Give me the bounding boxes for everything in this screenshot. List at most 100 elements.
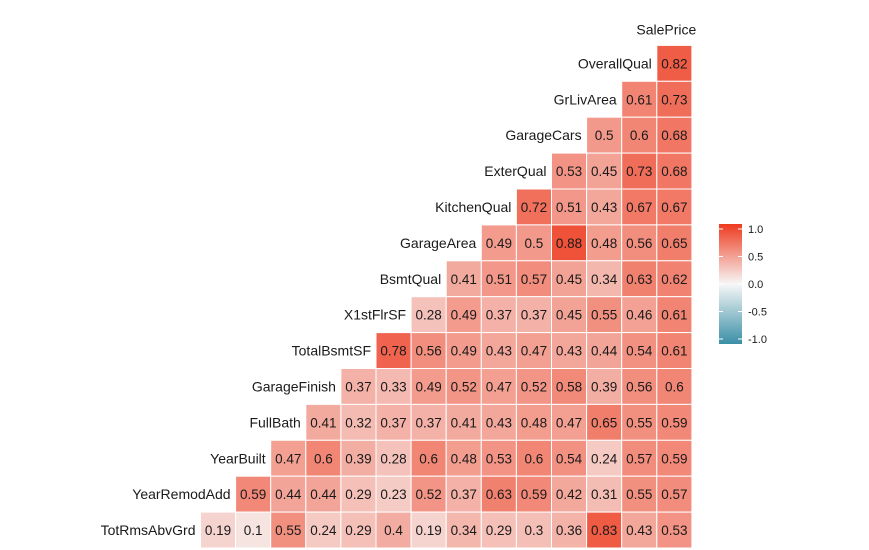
cell-value-label: 0.47 bbox=[486, 379, 512, 394]
cell-value-label: 0.62 bbox=[661, 272, 687, 287]
cell-value-label: 0.44 bbox=[275, 487, 302, 502]
heatmap-cell bbox=[480, 224, 517, 262]
heatmap-cell bbox=[551, 439, 588, 477]
legend-tick-label: 0.5 bbox=[748, 252, 763, 264]
cell-value-label: 0.52 bbox=[521, 379, 547, 394]
cell-value-label: 0.59 bbox=[661, 415, 687, 430]
cell-value-label: 0.48 bbox=[521, 415, 547, 430]
cell-value-label: 0.56 bbox=[416, 344, 442, 359]
cell-value-label: 0.49 bbox=[451, 308, 477, 323]
heatmap-cell bbox=[235, 475, 272, 513]
cell-value-label: 0.34 bbox=[451, 523, 478, 538]
heatmap-cell bbox=[375, 511, 412, 549]
cell-value-label: 0.56 bbox=[626, 379, 652, 394]
cell-value-label: 0.55 bbox=[626, 487, 652, 502]
cell-value-label: 0.43 bbox=[486, 344, 512, 359]
variable-label: TotalBsmtSF bbox=[292, 343, 371, 359]
cell-value-label: 0.49 bbox=[416, 379, 442, 394]
cell-value-label: 0.49 bbox=[451, 344, 477, 359]
cell-value-label: 0.42 bbox=[556, 487, 582, 502]
variable-label-top: SalePrice bbox=[636, 21, 696, 37]
cell-value-label: 0.6 bbox=[314, 451, 333, 466]
cell-value-label: 0.5 bbox=[595, 128, 614, 143]
cell-value-label: 0.37 bbox=[451, 487, 477, 502]
heatmap-cell bbox=[656, 44, 693, 82]
cell-value-label: 0.5 bbox=[525, 236, 544, 251]
heatmap-cell bbox=[445, 511, 482, 549]
heatmap-cell bbox=[656, 403, 693, 441]
cell-value-label: 0.45 bbox=[591, 164, 617, 179]
heatmap-cell bbox=[621, 188, 658, 226]
cell-value-label: 0.61 bbox=[661, 344, 687, 359]
cell-value-label: 0.61 bbox=[661, 308, 687, 323]
cell-value-label: 0.78 bbox=[380, 344, 406, 359]
heatmap-cell bbox=[586, 439, 623, 477]
heatmap-cell bbox=[480, 368, 517, 405]
heatmap-cell bbox=[656, 368, 693, 405]
cell-value-label: 0.55 bbox=[626, 415, 652, 430]
heatmap-cell bbox=[656, 475, 693, 513]
cell-value-label: 0.47 bbox=[556, 415, 582, 430]
heatmap-cell bbox=[375, 368, 412, 405]
heatmap-cell bbox=[515, 475, 553, 513]
legend-tick-label: 1.0 bbox=[748, 224, 763, 236]
cell-value-label: 0.6 bbox=[419, 451, 438, 466]
heatmap-cell bbox=[235, 511, 272, 549]
heatmap-cell bbox=[340, 439, 377, 477]
heatmap-cell bbox=[621, 224, 658, 262]
cell-value-label: 0.61 bbox=[626, 92, 652, 107]
heatmap-cell bbox=[305, 439, 342, 477]
cell-value-label: 0.28 bbox=[380, 451, 406, 466]
heatmap-cell bbox=[656, 439, 693, 477]
heatmap-cell bbox=[515, 439, 553, 477]
cell-value-label: 0.65 bbox=[661, 236, 687, 251]
heatmap-cell bbox=[305, 475, 342, 513]
cell-value-label: 0.45 bbox=[556, 272, 582, 287]
cell-value-label: 0.58 bbox=[556, 379, 582, 394]
heatmap-cell bbox=[656, 332, 693, 370]
variable-label: GrLivArea bbox=[554, 91, 617, 107]
cell-value-label: 0.43 bbox=[591, 200, 617, 215]
legend-tick-label: -0.5 bbox=[748, 307, 767, 319]
heatmap-cell bbox=[621, 368, 658, 405]
cell-value-label: 0.41 bbox=[451, 272, 477, 287]
heatmap-cell bbox=[551, 475, 588, 513]
cell-value-label: 0.33 bbox=[380, 379, 406, 394]
heatmap-cell bbox=[445, 475, 482, 513]
cell-value-label: 0.51 bbox=[486, 272, 512, 287]
cell-value-label: 0.59 bbox=[661, 451, 687, 466]
cell-value-label: 0.6 bbox=[665, 379, 684, 394]
heatmap-cell bbox=[305, 403, 342, 441]
cell-value-label: 0.51 bbox=[556, 200, 582, 215]
cell-value-label: 0.41 bbox=[310, 415, 336, 430]
heatmap-cell bbox=[410, 296, 447, 334]
cell-value-label: 0.59 bbox=[521, 487, 547, 502]
heatmap-cell bbox=[551, 332, 588, 370]
heatmap-cell bbox=[410, 475, 447, 513]
variable-label: KitchenQual bbox=[435, 199, 511, 215]
heatmap-value-labels: 0.82 OverallQual 0.61 0.73 GrLivArea 0.5 0.6 0.… bbox=[101, 21, 697, 538]
heatmap-cell bbox=[270, 439, 307, 477]
cell-value-label: 0.1 bbox=[244, 523, 263, 538]
heatmap-cell bbox=[515, 368, 553, 405]
heatmap-cell bbox=[445, 260, 482, 298]
cell-value-label: 0.59 bbox=[240, 487, 266, 502]
cell-value-label: 0.49 bbox=[486, 236, 512, 251]
heatmap-cell bbox=[445, 368, 482, 405]
cell-value-label: 0.67 bbox=[626, 200, 652, 215]
color-legend: 1.0 0.5 0.0 -0.5 -1.0 bbox=[719, 224, 767, 346]
cell-value-label: 0.57 bbox=[626, 451, 652, 466]
cell-value-label: 0.29 bbox=[345, 523, 371, 538]
heatmap-cell bbox=[445, 439, 482, 477]
heatmap-cell bbox=[480, 260, 517, 298]
variable-label: YearRemodAdd bbox=[132, 486, 230, 502]
heatmap-cell bbox=[410, 511, 447, 549]
cell-value-label: 0.43 bbox=[626, 523, 652, 538]
cell-value-label: 0.44 bbox=[310, 487, 337, 502]
heatmap-cell bbox=[305, 511, 342, 549]
cell-value-label: 0.68 bbox=[661, 164, 687, 179]
cell-value-label: 0.45 bbox=[556, 308, 582, 323]
heatmap-cell bbox=[586, 152, 623, 190]
heatmap-cell bbox=[515, 224, 553, 262]
